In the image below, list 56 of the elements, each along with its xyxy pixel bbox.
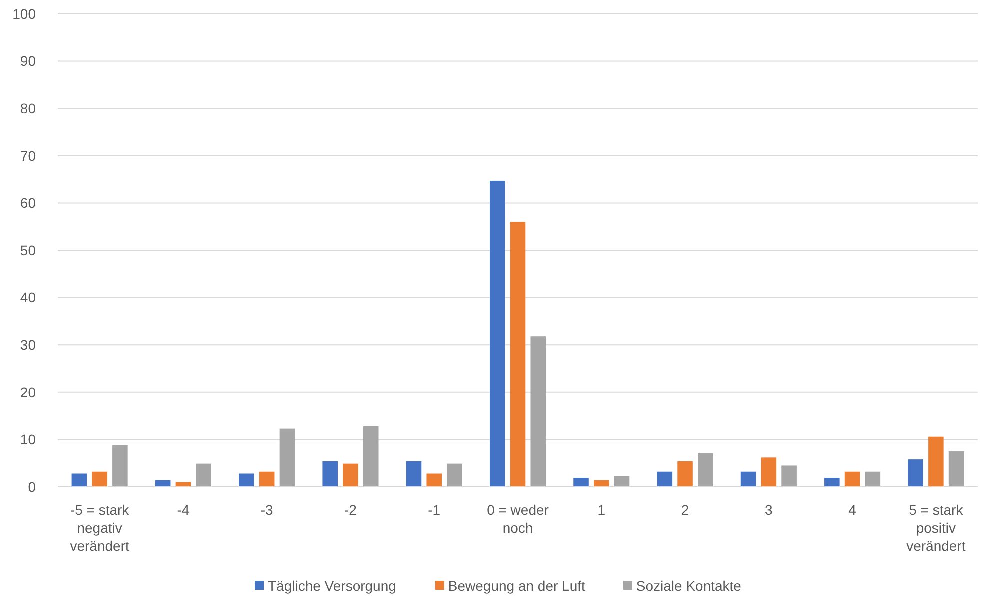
bar	[196, 464, 212, 487]
y-tick-label: 100	[12, 6, 36, 22]
legend-label: Tägliche Versorgung	[268, 578, 396, 594]
x-tick-label: -3	[260, 502, 274, 518]
legend-label: Bewegung an der Luft	[448, 578, 586, 594]
y-tick-label: 20	[20, 384, 36, 400]
y-tick-label: 50	[20, 242, 36, 258]
x-tick-label: -2	[344, 502, 358, 518]
bar	[698, 453, 714, 487]
x-tick-label: -4	[177, 502, 190, 518]
x-tick-label: 3	[765, 502, 774, 518]
bar	[908, 460, 924, 487]
x-tick-label: -1	[428, 502, 441, 518]
x-tick-label: 4	[848, 502, 857, 518]
bar	[948, 452, 964, 487]
bar	[678, 461, 693, 487]
bar	[594, 480, 610, 487]
bar	[92, 472, 108, 487]
x-tick-label: 2	[681, 502, 690, 518]
bar	[782, 466, 797, 487]
bar	[844, 472, 860, 487]
bar	[239, 474, 254, 487]
bar	[259, 472, 275, 487]
legend-label: Soziale Kontakte	[636, 578, 742, 594]
bar	[343, 464, 358, 487]
bar	[824, 478, 840, 487]
bar	[322, 461, 338, 487]
bar	[761, 458, 777, 487]
bar	[928, 436, 944, 487]
y-tick-label: 40	[20, 290, 36, 306]
bar	[490, 180, 506, 487]
bar	[530, 336, 546, 487]
y-tick-label: 80	[20, 100, 36, 116]
x-tick-label: -5 = stark negativ verändert	[70, 502, 130, 554]
bar	[447, 464, 462, 487]
bar	[614, 476, 630, 487]
bar	[112, 445, 128, 487]
bar	[574, 478, 589, 487]
y-tick-label: 70	[20, 148, 36, 164]
bar	[280, 428, 296, 487]
x-tick-label: 0 = weder noch	[487, 502, 550, 536]
bar	[426, 474, 442, 487]
bar	[510, 222, 526, 487]
x-tick-label: 1	[598, 502, 606, 518]
y-tick-label: 0	[28, 478, 36, 495]
bar	[363, 426, 379, 487]
y-tick-label: 60	[20, 195, 36, 212]
y-tick-label: 30	[20, 337, 36, 353]
bar	[657, 472, 673, 487]
y-tick-label: 90	[20, 53, 36, 70]
y-tick-label: 10	[20, 432, 36, 448]
bar	[72, 474, 88, 487]
x-tick-label: 5 = stark positiv verändert	[906, 502, 966, 554]
bar	[865, 472, 881, 487]
bar	[406, 461, 422, 487]
bar	[740, 472, 756, 487]
